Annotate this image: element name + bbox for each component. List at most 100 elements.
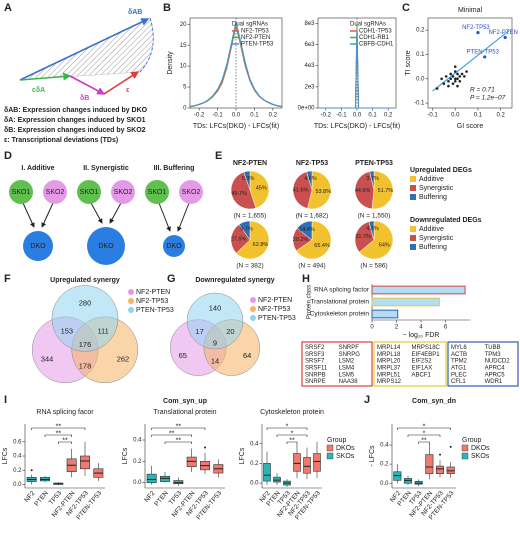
panel-label: I (4, 394, 7, 406)
legend-title: Dual sgRNAs (350, 22, 386, 28)
gene-name: MRPL18 (377, 352, 401, 358)
series-line (318, 27, 396, 109)
x-tick-label: -0.2 (321, 113, 332, 119)
point (456, 77, 459, 81)
node-label: SKO2 (46, 189, 65, 196)
pie-slice (371, 170, 394, 210)
significance-bracket (31, 427, 86, 430)
gene-name: TPM3 (485, 352, 502, 358)
x-tick-label: 0.1 (474, 113, 483, 119)
panel-label: A (4, 2, 12, 14)
significance-label: * (291, 430, 294, 437)
chart-title: Translational protein (153, 409, 216, 416)
significance-label: * (423, 430, 426, 437)
x-tick-label: 6 (444, 325, 448, 331)
y-axis-label: - LFCs (369, 445, 376, 467)
arrow (158, 202, 171, 232)
gene-name: LSM4 (339, 365, 355, 371)
point (453, 77, 457, 81)
pie-slice (354, 171, 375, 210)
label-dab: δAB (128, 9, 142, 16)
gene-name: APRC4 (485, 365, 506, 371)
box (80, 455, 90, 470)
x-tick-label: 0.0 (232, 113, 241, 119)
legend-label: CBFB-CDH1 (359, 42, 394, 48)
outlier (204, 446, 206, 449)
y-tick-label: 2e3 (304, 84, 315, 90)
panel-label: J (364, 394, 370, 406)
x-axis-label: GI score (457, 123, 484, 130)
point (463, 75, 466, 78)
chart-title: Downregulated synergy (195, 277, 274, 284)
gene-name: LSM2 (339, 359, 355, 365)
x-tick-label: 0.1 (250, 113, 259, 119)
legend-line: δAB: Expression changes induced by DKO (4, 107, 148, 114)
significance-bracket (151, 434, 192, 437)
gene-name: SRSF3 (305, 352, 325, 358)
venn-set (51, 285, 119, 352)
n-label: (N = 1,550) (358, 213, 391, 220)
node-label: DKO (166, 243, 182, 250)
x-axis-label: TDs: LFCs(DKO) - LFCs(fit) (314, 123, 400, 130)
x-tick-label: 0.1 (368, 113, 377, 119)
y-tick-label: 0.1 (416, 52, 425, 58)
point (458, 79, 462, 83)
box (293, 453, 301, 472)
x-tick-label: 2 (395, 325, 399, 331)
slice-label: 4.6% (304, 176, 317, 182)
legend-label: NF2-PTEN (258, 297, 292, 304)
significance-bracket (286, 441, 298, 444)
gene-name: NUDCD2 (485, 359, 511, 365)
x-tick-label: 0.2 (384, 113, 393, 119)
y-tick-label: 0.2 (380, 462, 389, 468)
slice-label: 64% (379, 242, 390, 248)
annotation: P = 1.2e−07 (470, 95, 506, 102)
legend-label: SKOs (336, 453, 355, 460)
legend-swatch (410, 226, 416, 232)
gene-name: MRPL14 (377, 345, 401, 351)
y-tick-label: 6e3 (304, 42, 315, 48)
outlier (439, 453, 441, 456)
arrow-dab (19, 18, 150, 81)
gene-name: SNRPB (305, 372, 326, 378)
significance-label: ** (62, 437, 68, 444)
venn-count: 178 (79, 361, 92, 370)
panel-label: H (302, 273, 310, 285)
legend-label: CDH1-RB1 (359, 35, 390, 41)
point (453, 79, 457, 83)
pie-slice (235, 220, 270, 260)
column-title: NF2-PTEN (233, 160, 267, 167)
box (160, 475, 170, 482)
y-tick-label: 0.0 (250, 481, 259, 487)
legend-swatch (128, 298, 134, 304)
column-title: NF2-TP53 (296, 160, 328, 167)
significance-label: * (423, 423, 426, 430)
legend-swatch (128, 289, 134, 295)
x-tick-label: -0.2 (194, 113, 205, 119)
legend-label: NF2-TP53 (136, 298, 168, 305)
gene-name: ABCF1 (412, 372, 432, 378)
gene-name: EIF4EBP1 (412, 352, 441, 358)
plot-frame (427, 17, 513, 109)
gene-name: SRSF2 (305, 345, 325, 351)
node-sko1 (9, 180, 33, 204)
y-tick-label: 0.2 (13, 468, 22, 474)
y-tick-label: 0.0 (133, 480, 142, 486)
label-da: cδA (32, 87, 45, 94)
y-axis-label: LFCs (239, 447, 246, 464)
gene-name: EIF1AX (412, 365, 433, 371)
gene-name: TUBB (485, 345, 501, 351)
arrow (22, 202, 35, 228)
y-tick-label: 0e+00 (298, 106, 316, 112)
pie-slice (354, 221, 375, 253)
venn-count: 17 (195, 327, 203, 336)
slice-label: 53.8% (316, 189, 332, 195)
significance-bracket (397, 427, 451, 430)
legend-label: DKOs (471, 445, 490, 452)
legend-line: δB: Expression changes induced by SKO2 (4, 127, 146, 134)
legend-label: Synergistic (419, 235, 454, 242)
gene-name: MYL6 (451, 345, 467, 351)
x-axis-label: − log₁₀ FDR (403, 332, 440, 339)
x-tick-label: -0.1 (427, 113, 438, 119)
venn-count: 64 (243, 351, 251, 360)
